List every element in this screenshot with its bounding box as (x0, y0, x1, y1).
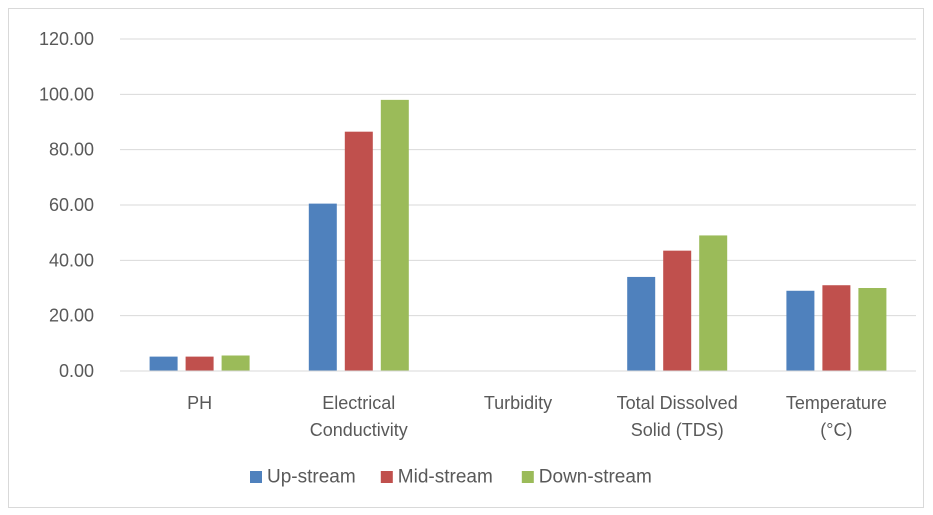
legend-label: Down-stream (539, 467, 652, 488)
bar-down-stream-3 (699, 235, 728, 371)
bar-mid-stream-0 (185, 356, 214, 371)
bar-up-stream-3 (627, 276, 656, 371)
y-tick-label: 80.00 (49, 140, 94, 160)
bar-down-stream-4 (858, 288, 887, 371)
x-category-label: Conductivity (310, 420, 408, 440)
x-category-label: Turbidity (484, 393, 552, 413)
x-category-label: Solid (TDS) (631, 420, 724, 440)
bar-up-stream-1 (308, 203, 337, 371)
x-category-label: PH (187, 393, 212, 413)
legend-label: Mid-stream (398, 467, 493, 488)
legend-swatch (250, 471, 262, 483)
y-tick-label: 60.00 (49, 195, 94, 215)
bar-down-stream-1 (380, 99, 409, 371)
chart-frame (8, 8, 924, 508)
bar-down-stream-0 (221, 355, 250, 371)
legend-swatch (521, 471, 534, 483)
x-category-label: (°C) (820, 420, 852, 440)
y-tick-label: 100.00 (39, 84, 94, 104)
x-axis-category-labels: PH Electrical Conductivity Turbidity Total D… (187, 393, 887, 440)
bar-up-stream-4 (786, 290, 815, 371)
y-axis-tick-labels: 0.00 20.00 40.00 60.00 80.00 100.00 120.00 (39, 29, 94, 381)
bars (149, 99, 887, 371)
y-gridlines (120, 38, 916, 317)
y-tick-label: 120.00 (39, 29, 94, 49)
x-category-label: Electrical (322, 393, 395, 413)
bar-mid-stream-3 (663, 250, 692, 371)
legend-swatch (380, 471, 393, 483)
x-category-label: Total Dissolved (617, 393, 738, 413)
bar-mid-stream-1 (344, 131, 373, 371)
bar-mid-stream-4 (822, 285, 851, 371)
y-tick-label: 20.00 (49, 306, 94, 326)
x-category-label: Temperature (786, 393, 887, 413)
legend: Up-stream Mid-stream Down-stream (250, 467, 652, 488)
y-tick-label: 40.00 (49, 250, 94, 270)
legend-label: Up-stream (267, 467, 356, 488)
y-tick-label: 0.00 (59, 361, 94, 381)
bar-up-stream-0 (149, 356, 178, 371)
